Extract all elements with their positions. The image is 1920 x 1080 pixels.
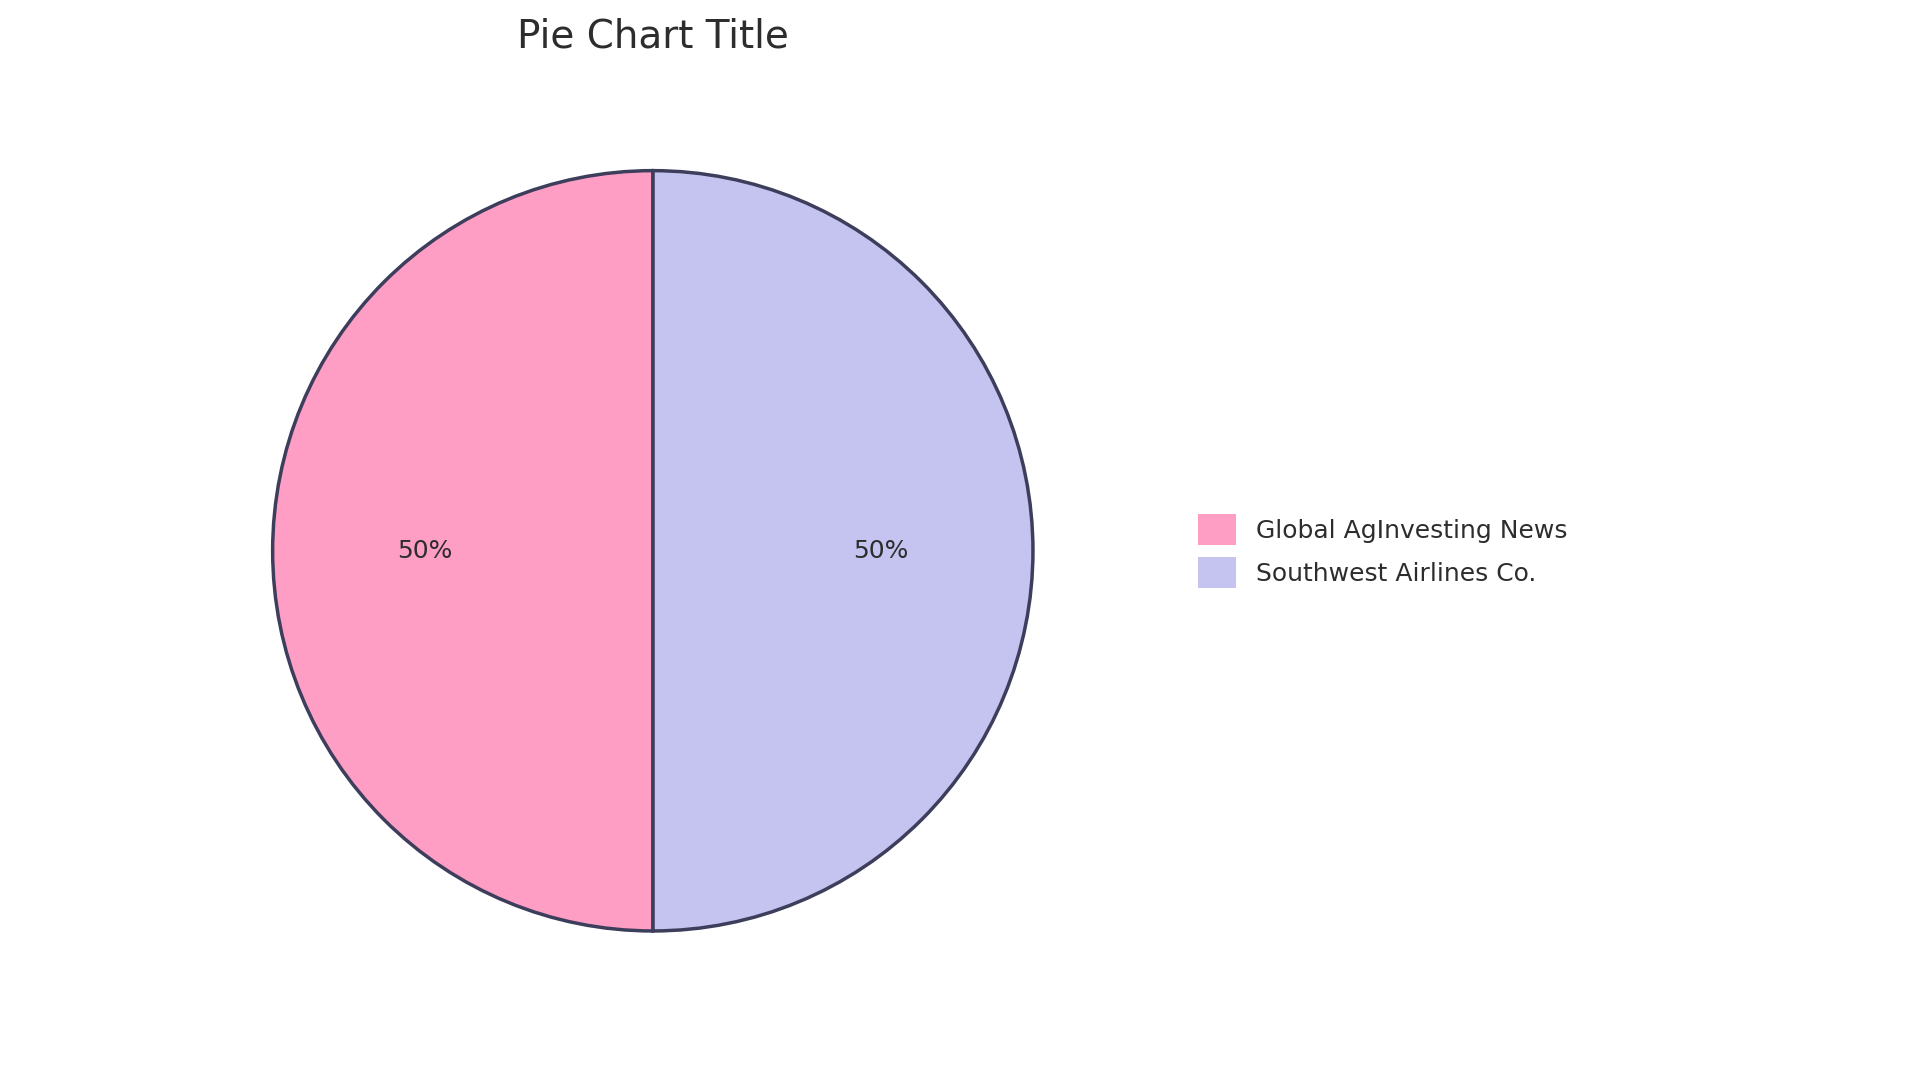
- Wedge shape: [653, 171, 1033, 931]
- Wedge shape: [273, 171, 653, 931]
- Text: 50%: 50%: [397, 539, 453, 563]
- Text: 50%: 50%: [852, 539, 908, 563]
- Legend: Global AgInvesting News, Southwest Airlines Co.: Global AgInvesting News, Southwest Airli…: [1188, 504, 1576, 597]
- Title: Pie Chart Title: Pie Chart Title: [516, 18, 789, 56]
